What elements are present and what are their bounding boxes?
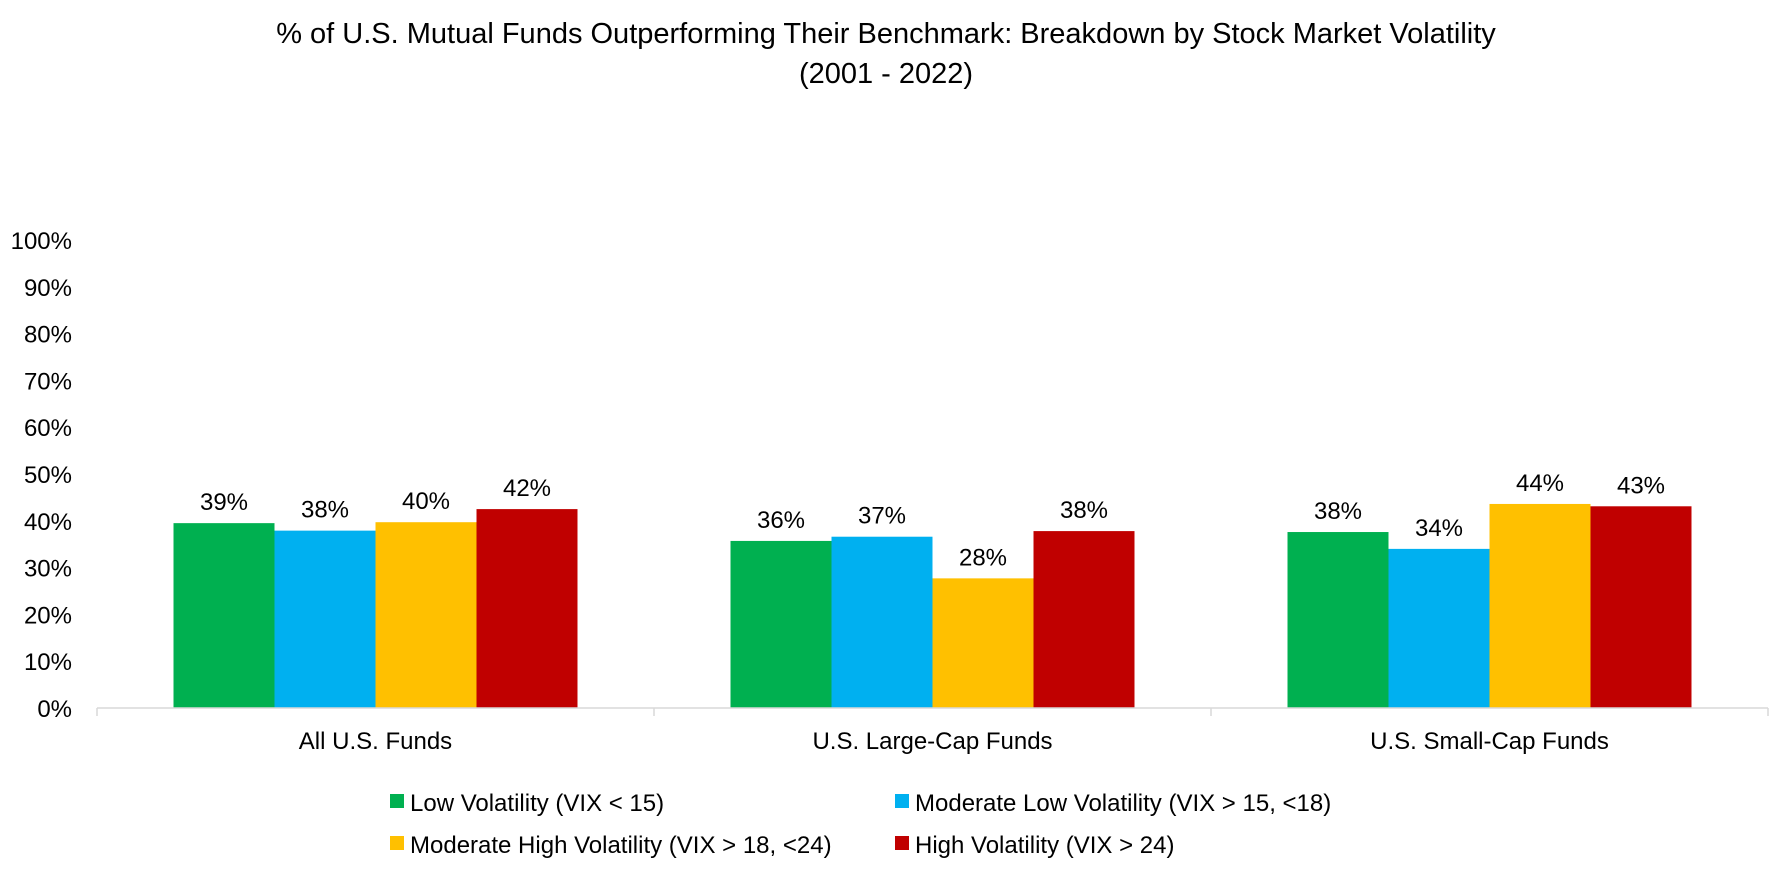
bar <box>173 523 275 708</box>
legend-label: High Volatility (VIX > 24) <box>915 832 1174 859</box>
y-tick-label: 0% <box>37 696 72 723</box>
y-tick-label: 80% <box>24 322 72 349</box>
y-tick-label: 20% <box>24 602 72 629</box>
legend-label: Low Volatility (VIX < 15) <box>410 790 664 817</box>
y-tick-label: 30% <box>24 556 72 583</box>
data-label: 34% <box>1415 515 1463 542</box>
data-label: 36% <box>757 507 805 534</box>
y-tick-label: 10% <box>24 649 72 676</box>
data-label: 28% <box>959 544 1007 571</box>
y-tick-label: 100% <box>11 228 72 255</box>
legend-label: Moderate High Volatility (VIX > 18, <24) <box>410 832 832 859</box>
data-label: 43% <box>1617 472 1665 499</box>
data-label: 38% <box>1060 497 1108 524</box>
legend-swatch <box>390 794 404 808</box>
y-tick-label: 50% <box>24 462 72 489</box>
y-tick-label: 70% <box>24 368 72 395</box>
x-axis: All U.S. Funds U.S. Large-Cap Funds U.S. S… <box>96 707 1769 755</box>
bar <box>476 509 578 708</box>
data-label: 44% <box>1516 470 1564 497</box>
x-tick-label: U.S. Large-Cap Funds <box>812 728 1052 755</box>
data-label: 38% <box>1314 498 1362 525</box>
y-tick-label: 40% <box>24 509 72 536</box>
y-tick-label: 60% <box>24 415 72 442</box>
legend-swatch <box>390 836 404 850</box>
bar <box>1033 531 1135 708</box>
data-label: 37% <box>858 503 906 530</box>
chart-title: % of U.S. Mutual Funds Outperforming The… <box>276 18 1496 50</box>
bar <box>730 540 832 708</box>
bar <box>932 578 1034 708</box>
data-label: 39% <box>200 489 248 516</box>
legend-label: Moderate Low Volatility (VIX > 15, <18) <box>915 790 1331 817</box>
bar <box>1590 506 1692 708</box>
data-label: 40% <box>402 488 450 515</box>
x-tick-label: All U.S. Funds <box>299 728 452 755</box>
chart-subtitle: (2001 - 2022) <box>799 58 973 90</box>
bar <box>1287 532 1389 708</box>
data-label: 42% <box>503 475 551 502</box>
bars: 39% 38% 40% 42% 36% 37% 28% 38% 38% 34% 44% 43% <box>173 470 1692 708</box>
data-label: 38% <box>301 497 349 524</box>
legend: Low Volatility (VIX < 15) Moderate Low Vo… <box>390 790 1331 859</box>
bar <box>831 536 933 708</box>
legend-swatch <box>895 794 909 808</box>
bar <box>1388 548 1490 708</box>
bar <box>375 522 477 708</box>
y-tick-label: 90% <box>24 275 72 302</box>
x-tick-label: U.S. Small-Cap Funds <box>1370 728 1609 755</box>
legend-swatch <box>895 836 909 850</box>
y-axis: 0% 10% 20% 30% 40% 50% 60% 70% 80% 90% 100% <box>11 228 72 723</box>
bar <box>1489 503 1591 708</box>
bar <box>274 530 376 708</box>
